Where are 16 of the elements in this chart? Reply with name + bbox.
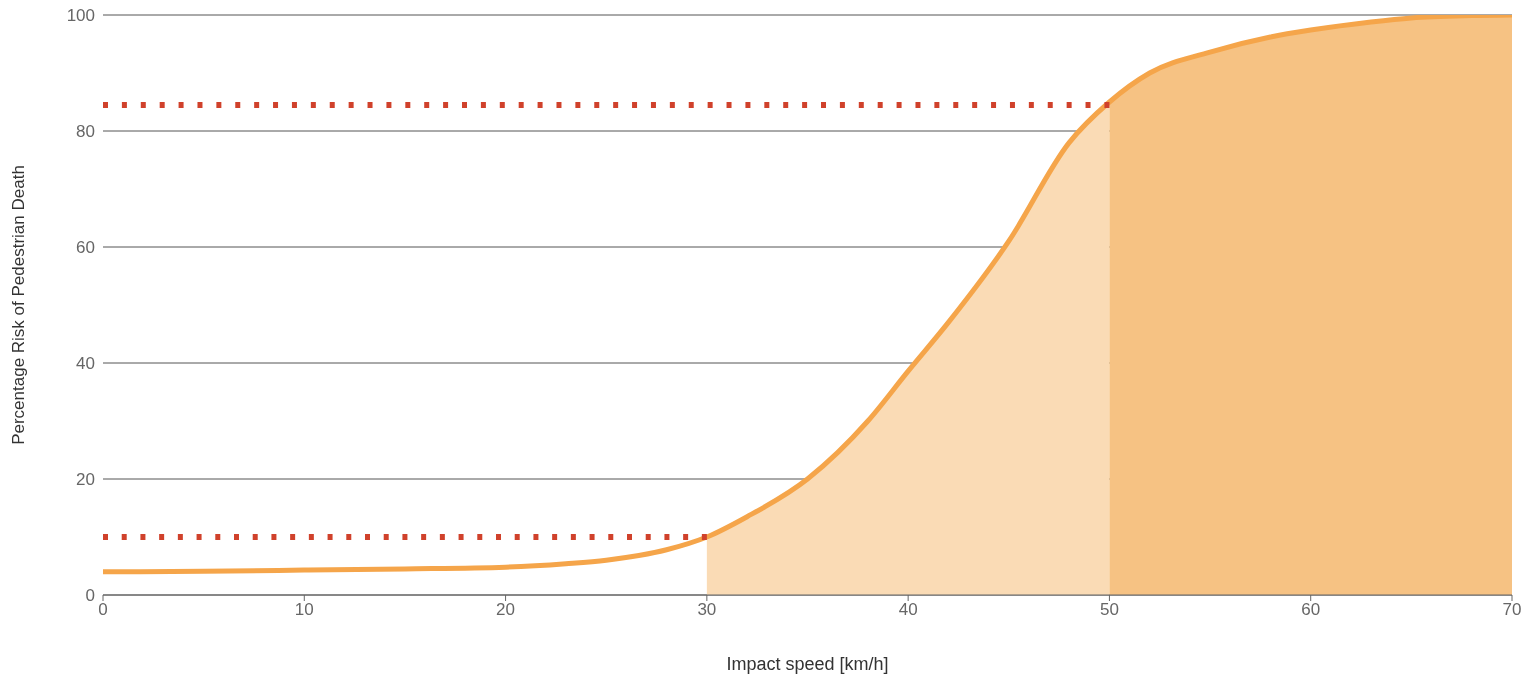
y-tick-label: 40 (76, 354, 95, 374)
y-axis-title: Percentage Risk of Pedestrian Death (9, 165, 29, 445)
y-tick-label: 60 (76, 238, 95, 258)
x-tick-label: 60 (1301, 600, 1321, 620)
x-tick-label: 40 (898, 600, 918, 620)
x-tick-label: 30 (697, 600, 717, 620)
y-tick-label: 80 (76, 122, 95, 142)
x-tick-label: 10 (294, 600, 314, 620)
x-tick-label: 50 (1099, 600, 1119, 620)
x-tick-label: 0 (98, 600, 108, 620)
y-tick-label: 0 (85, 586, 95, 606)
y-tick-label: 100 (66, 6, 95, 26)
x-tick-label: 70 (1502, 600, 1522, 620)
x-tick-label: 20 (496, 600, 516, 620)
x-axis-title: Impact speed [km/h] (726, 654, 889, 674)
y-tick-label: 20 (76, 470, 95, 490)
